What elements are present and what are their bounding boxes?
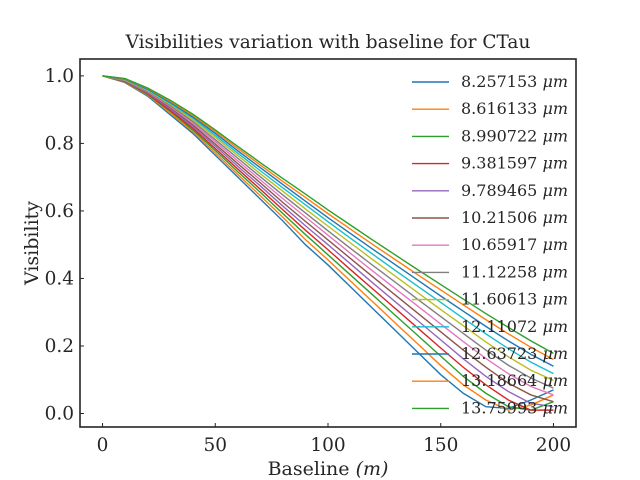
legend-label: 13.18664 μm [461, 371, 568, 390]
legend-label: 9.381597 μm [461, 154, 568, 173]
legend-item-13: 13.75993 μm [412, 398, 568, 417]
series-line-11 [102, 75, 554, 367]
legend-label-value: 8.616133 [461, 99, 542, 118]
y-tick-label: 1.0 [45, 66, 74, 87]
legend-label: 12.63723 μm [461, 344, 568, 363]
legend-label-unit: μm [542, 208, 568, 227]
legend-label-value: 8.990722 [461, 126, 542, 145]
legend-label-unit: μm [542, 262, 568, 281]
x-tick-label: 0 [97, 435, 109, 456]
x-axis-label-unit: (m) [356, 458, 389, 480]
legend-label: 8.257153 μm [461, 72, 568, 91]
legend-item-4: 9.381597 μm [412, 154, 568, 173]
legend-item-12: 13.18664 μm [412, 371, 568, 390]
legend-label: 13.75993 μm [461, 398, 568, 417]
legend-label-value: 13.75993 [461, 398, 542, 417]
series-line-13 [102, 75, 554, 355]
series-line-8 [102, 75, 554, 389]
axes-ticks: 0 50 100 150 200 0.0 0.2 0.4 0.6 0.8 1.0 [45, 66, 572, 456]
x-tick-label: 50 [203, 435, 227, 456]
legend-item-10: 12.11072 μm [412, 317, 568, 336]
legend-item-8: 11.12258 μm [412, 262, 568, 281]
legend-item-6: 10.21506 μm [412, 208, 568, 227]
x-axis-label-main: Baseline [268, 458, 356, 480]
legend-label-value: 12.63723 [461, 344, 542, 363]
legend-item-1: 8.257153 μm [412, 72, 568, 91]
legend-label-unit: μm [542, 317, 568, 336]
legend-label-value: 11.60613 [461, 290, 542, 309]
legend-label-value: 13.18664 [461, 371, 542, 390]
series-line-9 [102, 75, 554, 382]
legend-label: 8.616133 μm [461, 99, 568, 118]
legend-label-value: 9.789465 [461, 181, 542, 200]
chart-title: Visibilities variation with baseline for… [125, 32, 531, 53]
series-line-3 [102, 75, 554, 411]
legend-label-unit: μm [542, 72, 568, 91]
x-tick-label: 150 [423, 435, 458, 456]
legend-item-2: 8.616133 μm [412, 99, 568, 118]
legend-label-unit: μm [542, 99, 568, 118]
legend-label-unit: μm [542, 398, 568, 417]
legend-label-value: 10.21506 [461, 208, 542, 227]
legend-item-3: 8.990722 μm [412, 126, 568, 145]
y-tick-label: 0.6 [45, 201, 74, 222]
y-tick-label: 0.4 [45, 268, 74, 289]
series-line-4 [102, 75, 554, 411]
legend-label-value: 12.11072 [461, 317, 542, 336]
series-line-5 [102, 75, 554, 408]
series-line-1 [102, 75, 554, 410]
legend-label: 9.789465 μm [461, 181, 568, 200]
x-axis-label: Baseline (m) [268, 458, 389, 480]
legend-label-unit: μm [542, 371, 568, 390]
legend: 8.257153 μm8.616133 μm8.990722 μm9.38159… [412, 72, 568, 417]
legend-label-value: 11.12258 [461, 262, 542, 281]
legend-label: 10.65917 μm [461, 235, 568, 254]
y-axis-label: Visibility [21, 201, 43, 286]
legend-label-unit: μm [542, 344, 568, 363]
y-tick-label: 0.0 [45, 403, 74, 424]
legend-label-value: 10.65917 [461, 235, 542, 254]
x-tick-label: 100 [310, 435, 345, 456]
legend-label-unit: μm [542, 235, 568, 254]
legend-label: 12.11072 μm [461, 317, 568, 336]
legend-label-unit: μm [542, 126, 568, 145]
series-line-2 [102, 75, 554, 411]
legend-label-unit: μm [542, 290, 568, 309]
legend-label: 11.60613 μm [461, 290, 568, 309]
legend-label: 11.12258 μm [461, 262, 568, 281]
legend-item-5: 9.789465 μm [412, 181, 568, 200]
legend-item-11: 12.63723 μm [412, 344, 568, 363]
legend-item-9: 11.60613 μm [412, 290, 568, 309]
series-layer [102, 75, 554, 411]
series-line-6 [102, 75, 554, 403]
legend-label-value: 8.257153 [461, 72, 542, 91]
legend-label: 8.990722 μm [461, 126, 568, 145]
legend-label-unit: μm [542, 181, 568, 200]
y-tick-label: 0.8 [45, 133, 74, 154]
legend-label-value: 9.381597 [461, 154, 542, 173]
legend-item-7: 10.65917 μm [412, 235, 568, 254]
y-tick-label: 0.2 [45, 336, 74, 357]
x-tick-label: 200 [536, 435, 571, 456]
series-line-7 [102, 75, 554, 396]
legend-label: 10.21506 μm [461, 208, 568, 227]
series-line-12 [102, 75, 554, 361]
series-line-10 [102, 75, 554, 375]
legend-label-unit: μm [542, 154, 568, 173]
